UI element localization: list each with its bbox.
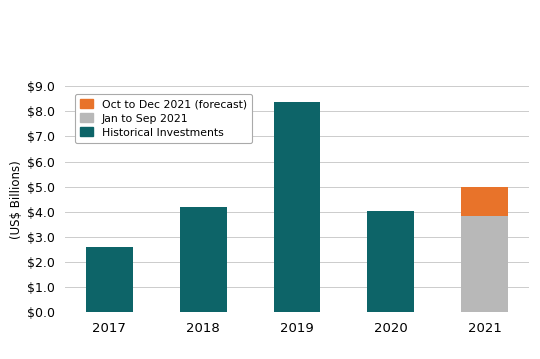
Legend: Oct to Dec 2021 (forecast), Jan to Sep 2021, Historical Investments: Oct to Dec 2021 (forecast), Jan to Sep 2… [75, 94, 253, 143]
Text: (Source: ABI Research): (Source: ABI Research) [401, 66, 529, 76]
Bar [180, 207, 227, 312]
Y-axis label: (US$ Billions): (US$ Billions) [10, 160, 23, 239]
Bar [367, 211, 414, 312]
Text: Total VC Investments for Robotics: Total VC Investments for Robotics [108, 17, 362, 31]
Bar [461, 187, 508, 215]
Text: World Market: 2017 to 2021: World Market: 2017 to 2021 [108, 57, 318, 70]
Bar [274, 103, 320, 312]
Text: Chart 1:: Chart 1: [16, 17, 76, 31]
Bar [86, 247, 133, 312]
Bar [461, 215, 508, 312]
